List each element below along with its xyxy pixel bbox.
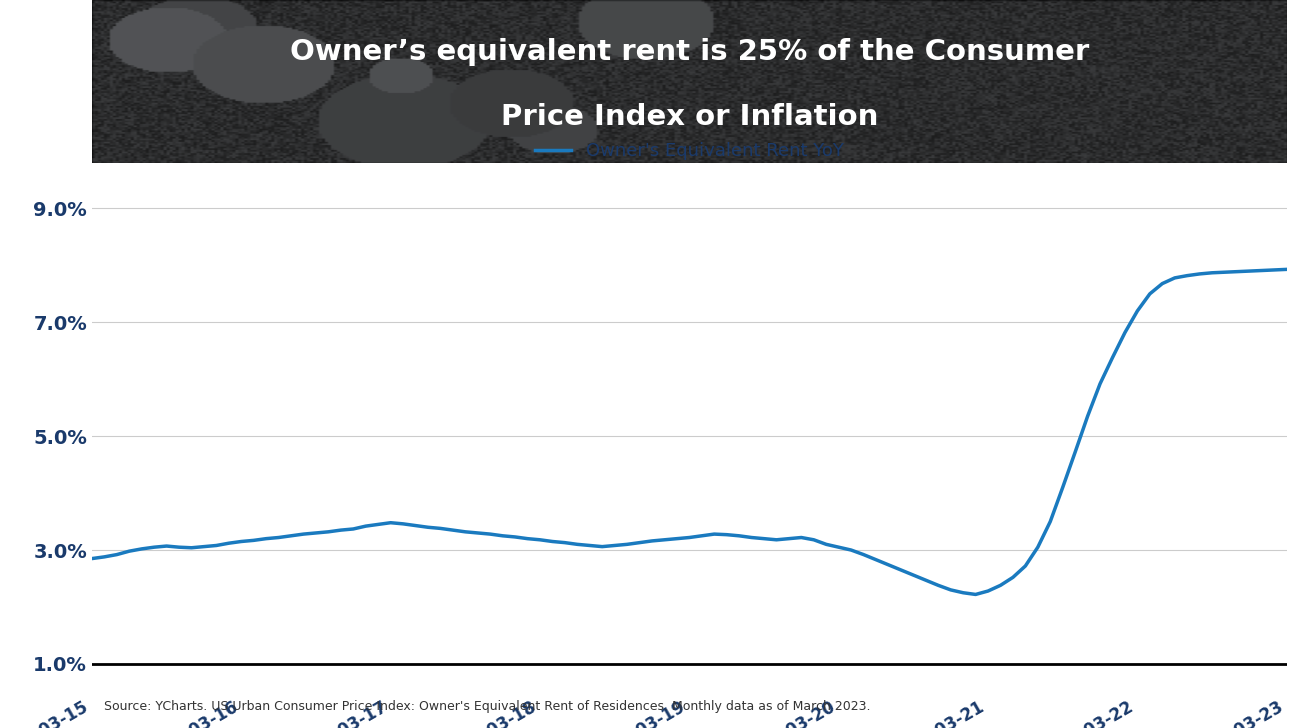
Text: Price Index or Inflation: Price Index or Inflation xyxy=(500,103,878,131)
Text: Owner’s equivalent rent is 25% of the Consumer: Owner’s equivalent rent is 25% of the Co… xyxy=(290,38,1088,66)
Text: Source: YCharts. US Urban Consumer Price Index: Owner's Equivalent Rent of Resid: Source: YCharts. US Urban Consumer Price… xyxy=(104,700,871,713)
Legend: Owner's Equivalent Rent YoY: Owner's Equivalent Rent YoY xyxy=(528,135,851,167)
FancyBboxPatch shape xyxy=(92,0,1287,163)
